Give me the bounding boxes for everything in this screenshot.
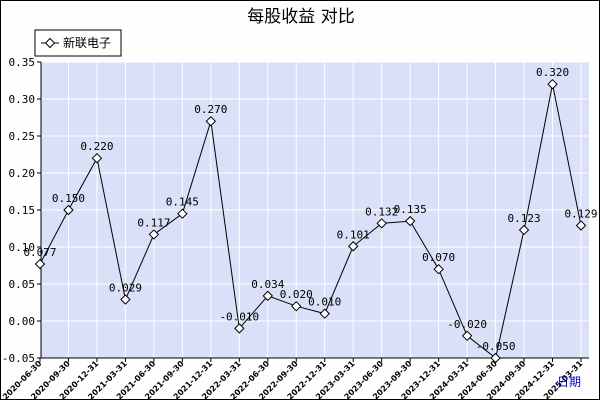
data-point (234, 323, 245, 334)
legend-marker-icon (44, 37, 56, 49)
data-point (433, 263, 444, 275)
data-point (404, 215, 416, 227)
chart-title: 每股收益 对比 (247, 7, 354, 27)
data-label: 0.029 (109, 282, 142, 295)
data-point (262, 290, 273, 302)
y-tick-label: 0.25 (9, 130, 36, 143)
data-label: 0.070 (422, 251, 455, 264)
data-point (348, 241, 359, 252)
y-tick-label: -0.05 (2, 352, 35, 365)
data-point (575, 220, 587, 231)
data-label: 0.101 (337, 228, 370, 241)
data-label: -0.020 (447, 318, 487, 331)
data-label: 0.117 (137, 216, 170, 229)
data-label: 0.145 (166, 196, 199, 209)
x-axis-label: 日期 (557, 375, 581, 389)
data-label: 0.270 (194, 103, 227, 116)
data-label: 0.034 (251, 278, 284, 291)
y-tick-label: 0.05 (9, 278, 36, 291)
y-tick-label: 0.00 (9, 315, 36, 328)
data-point (205, 115, 217, 127)
data-label: 0.010 (308, 296, 341, 309)
series-layer: 0.077 0.150 0.220 0.029 0.117 0.145 0.270 -0.01… (23, 66, 598, 364)
data-point (177, 208, 188, 219)
data-point (120, 294, 131, 305)
data-point (376, 218, 387, 229)
data-label: -0.050 (476, 340, 516, 353)
data-label: 0.077 (23, 246, 56, 259)
data-point (518, 224, 530, 236)
y-tick-label: 0.30 (9, 93, 36, 106)
legend-entry-label: 新联电子 (63, 35, 111, 50)
y-tick-label: 0.15 (9, 204, 36, 217)
legend: 新联电子 (34, 29, 122, 57)
data-label: 0.132 (365, 205, 398, 218)
data-label: 0.020 (280, 288, 313, 301)
data-label: -0.010 (219, 310, 259, 323)
series-line (39, 84, 582, 359)
y-tick-label: 0.10 (9, 241, 36, 254)
data-label: 0.150 (52, 192, 85, 205)
data-label: 0.123 (507, 212, 540, 225)
data-point (291, 300, 302, 312)
data-point (34, 258, 46, 270)
data-point (148, 229, 160, 240)
data-label: 0.129 (564, 208, 597, 221)
y-tick-label: 0.20 (9, 167, 36, 180)
data-label: 0.135 (394, 203, 427, 216)
data-point (319, 308, 330, 319)
data-point (91, 152, 103, 164)
y-tick-label: 0.35 (9, 56, 36, 69)
data-label: 0.220 (80, 140, 113, 153)
data-label: 0.320 (536, 66, 569, 79)
data-point (547, 78, 558, 90)
data-point (490, 352, 501, 364)
data-point (63, 204, 74, 216)
data-point (461, 330, 473, 342)
